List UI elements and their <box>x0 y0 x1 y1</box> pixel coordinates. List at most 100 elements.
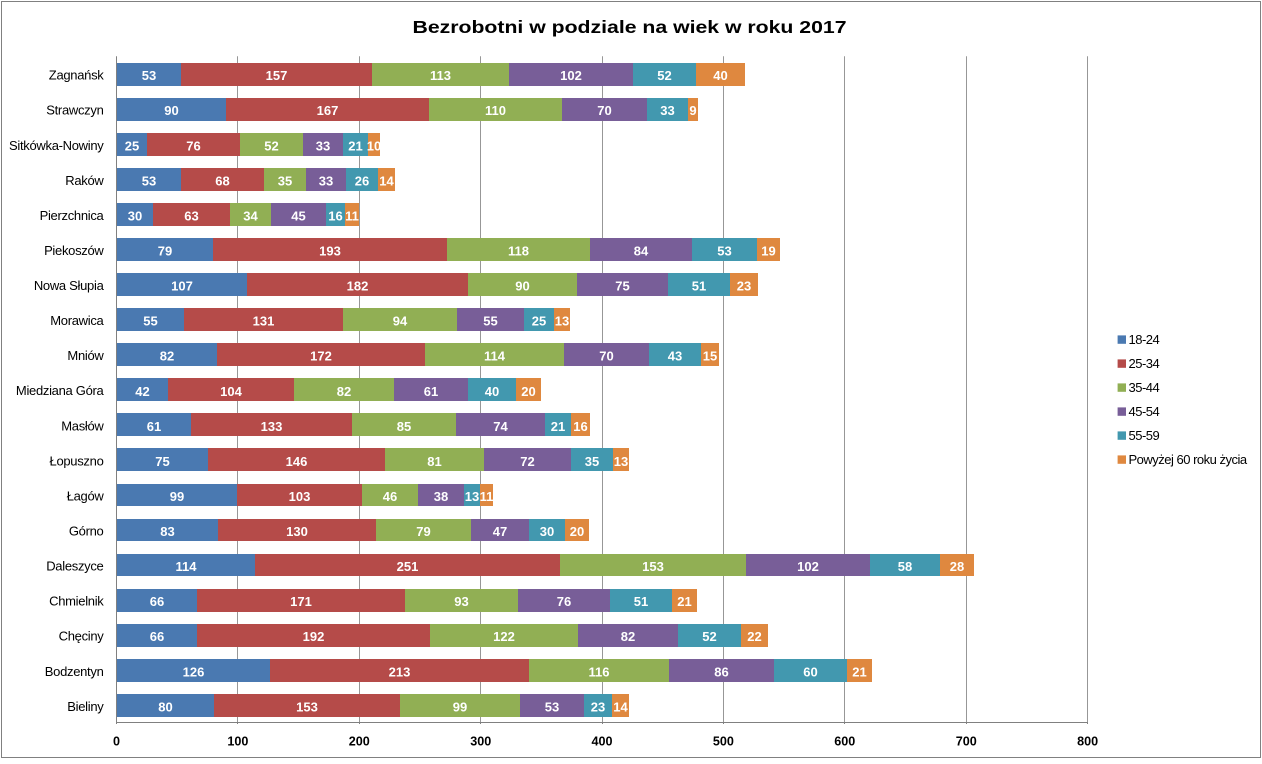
svg-text:26: 26 <box>355 173 369 188</box>
svg-text:13: 13 <box>614 454 628 469</box>
svg-text:Bodzentyn: Bodzentyn <box>45 664 104 679</box>
svg-text:153: 153 <box>296 699 318 714</box>
svg-text:Mniów: Mniów <box>67 348 104 363</box>
svg-text:20: 20 <box>521 384 535 399</box>
svg-text:66: 66 <box>150 594 164 609</box>
svg-text:Górno: Górno <box>69 524 104 539</box>
svg-text:Powyżej 60 roku życia: Powyżej 60 roku życia <box>1129 452 1248 467</box>
svg-text:146: 146 <box>286 454 308 469</box>
svg-text:51: 51 <box>692 279 706 294</box>
svg-text:122: 122 <box>493 629 515 644</box>
svg-text:113: 113 <box>430 68 451 83</box>
svg-text:Łagów: Łagów <box>67 489 105 504</box>
svg-text:102: 102 <box>560 68 582 83</box>
svg-text:800: 800 <box>1077 735 1098 749</box>
svg-text:82: 82 <box>337 384 351 399</box>
svg-text:76: 76 <box>557 594 571 609</box>
svg-text:114: 114 <box>176 559 198 574</box>
svg-text:200: 200 <box>349 735 370 749</box>
svg-text:300: 300 <box>470 735 491 749</box>
svg-text:61: 61 <box>147 419 161 434</box>
svg-text:25: 25 <box>125 138 139 153</box>
svg-text:0: 0 <box>113 735 120 749</box>
svg-text:Bezrobotni w podziale na wiek: Bezrobotni w podziale na wiek w roku 201… <box>412 17 846 37</box>
svg-text:21: 21 <box>551 419 565 434</box>
svg-text:76: 76 <box>186 138 200 153</box>
svg-text:70: 70 <box>599 349 613 364</box>
svg-text:21: 21 <box>852 664 866 679</box>
svg-text:102: 102 <box>797 559 819 574</box>
svg-text:43: 43 <box>668 349 682 364</box>
svg-text:45: 45 <box>291 208 305 223</box>
svg-text:52: 52 <box>702 629 716 644</box>
svg-text:104: 104 <box>220 384 242 399</box>
svg-text:Raków: Raków <box>65 173 104 188</box>
svg-text:15: 15 <box>703 349 717 364</box>
svg-text:55-59: 55-59 <box>1129 428 1160 443</box>
svg-text:46: 46 <box>383 489 397 504</box>
svg-text:Morawica: Morawica <box>50 313 104 328</box>
svg-text:99: 99 <box>453 699 467 714</box>
svg-text:103: 103 <box>289 489 311 504</box>
svg-text:33: 33 <box>316 138 330 153</box>
svg-text:35: 35 <box>278 173 292 188</box>
svg-text:53: 53 <box>545 699 559 714</box>
svg-text:Masłów: Masłów <box>61 418 104 433</box>
svg-text:Bieliny: Bieliny <box>67 699 104 714</box>
svg-text:25-34: 25-34 <box>1129 356 1160 371</box>
svg-text:14: 14 <box>613 699 628 714</box>
svg-text:700: 700 <box>956 735 977 749</box>
svg-text:52: 52 <box>264 138 278 153</box>
svg-text:182: 182 <box>347 279 369 294</box>
svg-text:58: 58 <box>898 559 912 574</box>
svg-text:75: 75 <box>155 454 169 469</box>
svg-text:Zagnańsk: Zagnańsk <box>49 68 104 83</box>
svg-text:500: 500 <box>713 735 734 749</box>
svg-text:90: 90 <box>515 279 529 294</box>
svg-text:30: 30 <box>540 524 554 539</box>
svg-text:99: 99 <box>170 489 184 504</box>
svg-text:114: 114 <box>484 349 506 364</box>
svg-text:53: 53 <box>142 68 156 83</box>
svg-text:74: 74 <box>493 419 508 434</box>
svg-text:23: 23 <box>591 699 605 714</box>
svg-text:157: 157 <box>266 68 288 83</box>
svg-text:9: 9 <box>689 103 696 118</box>
svg-text:94: 94 <box>393 314 408 329</box>
svg-text:Pierzchnica: Pierzchnica <box>40 208 105 223</box>
svg-text:61: 61 <box>424 384 438 399</box>
svg-text:84: 84 <box>634 244 649 259</box>
svg-text:116: 116 <box>589 664 610 679</box>
svg-text:167: 167 <box>317 103 339 118</box>
svg-text:93: 93 <box>454 594 468 609</box>
svg-text:Łopuszno: Łopuszno <box>50 453 104 468</box>
svg-text:42: 42 <box>135 384 149 399</box>
svg-text:Strawczyn: Strawczyn <box>46 103 103 118</box>
svg-text:16: 16 <box>328 208 342 223</box>
svg-text:192: 192 <box>303 629 325 644</box>
svg-text:20: 20 <box>570 524 584 539</box>
svg-text:Chęciny: Chęciny <box>59 629 105 644</box>
svg-text:133: 133 <box>261 419 283 434</box>
svg-text:100: 100 <box>227 735 248 749</box>
svg-text:126: 126 <box>183 664 205 679</box>
svg-text:172: 172 <box>310 349 332 364</box>
svg-text:83: 83 <box>160 524 174 539</box>
svg-text:80: 80 <box>158 699 172 714</box>
svg-text:38: 38 <box>434 489 448 504</box>
svg-text:55: 55 <box>143 314 157 329</box>
svg-text:130: 130 <box>286 524 308 539</box>
svg-text:118: 118 <box>508 244 529 259</box>
svg-text:81: 81 <box>427 454 441 469</box>
svg-text:51: 51 <box>634 594 648 609</box>
svg-text:47: 47 <box>493 524 507 539</box>
svg-text:79: 79 <box>158 244 172 259</box>
svg-text:85: 85 <box>397 419 411 434</box>
svg-text:60: 60 <box>803 664 817 679</box>
svg-text:40: 40 <box>713 68 727 83</box>
svg-text:35: 35 <box>585 454 599 469</box>
svg-text:13: 13 <box>465 489 479 504</box>
svg-text:25: 25 <box>532 314 546 329</box>
svg-text:40: 40 <box>485 384 499 399</box>
svg-text:14: 14 <box>379 173 394 188</box>
